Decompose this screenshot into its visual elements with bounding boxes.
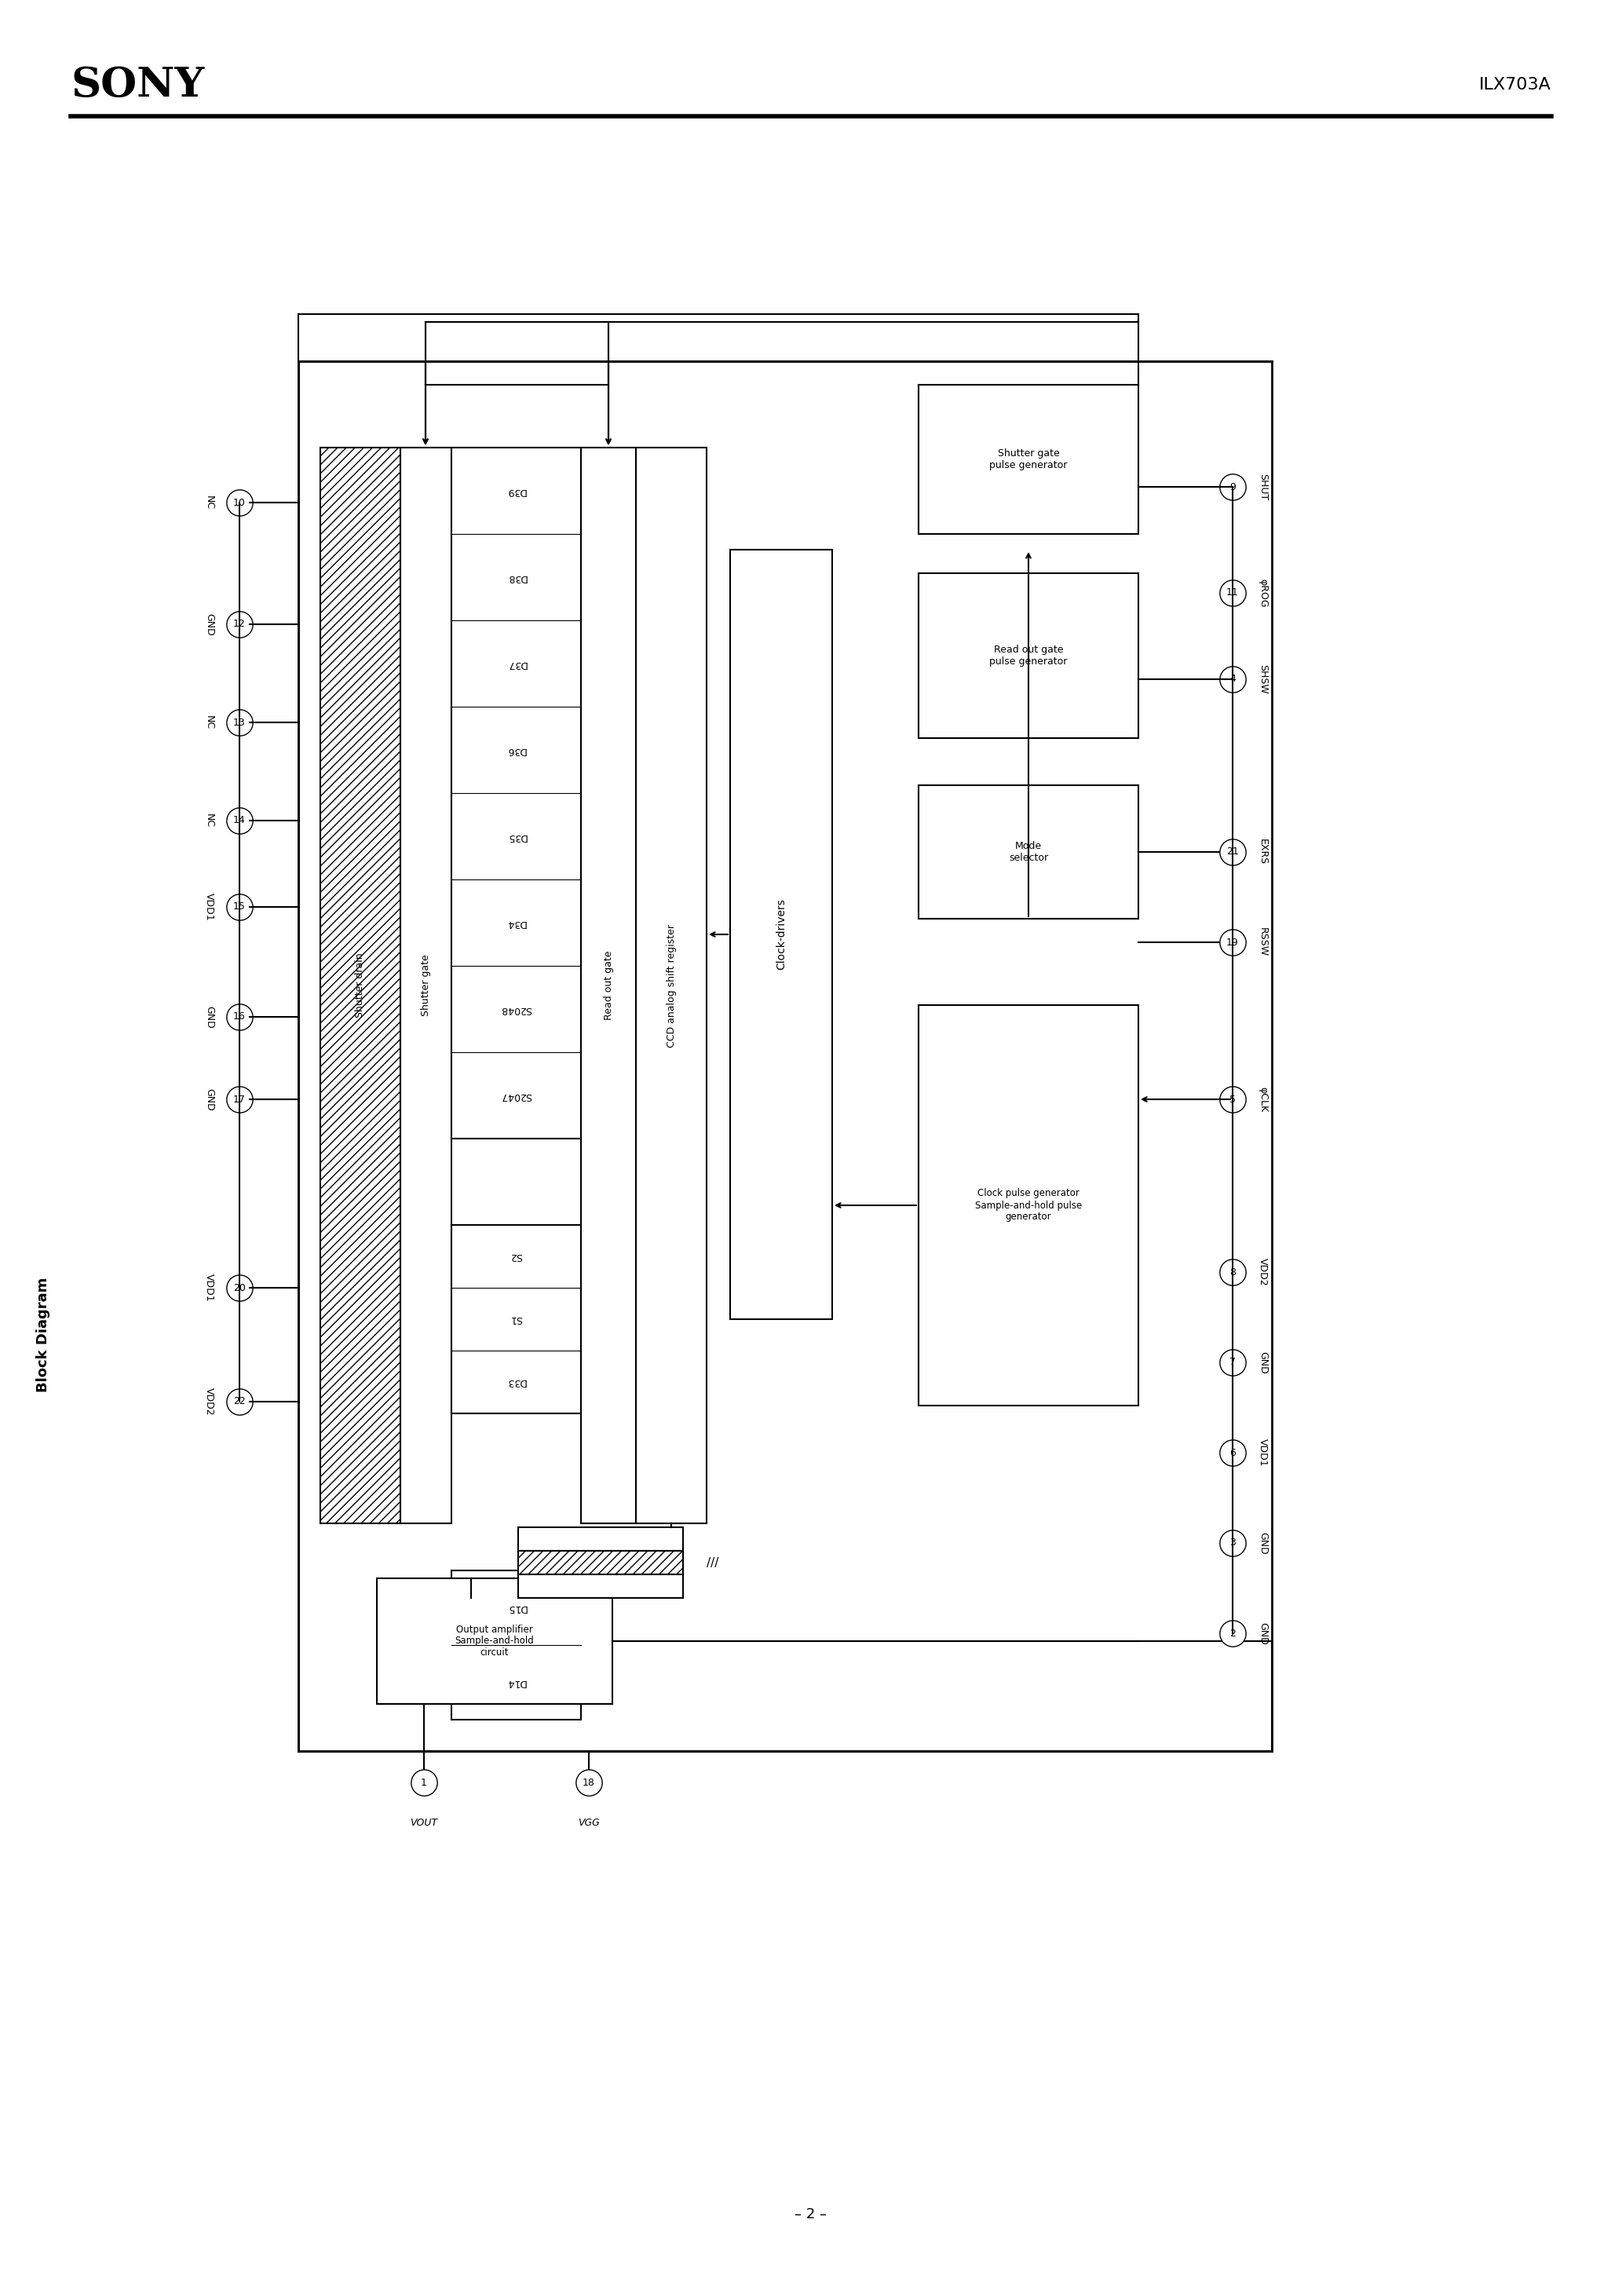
Text: GND: GND xyxy=(1257,1531,1268,1554)
Text: D37: D37 xyxy=(506,659,526,668)
Bar xyxy=(918,386,1139,535)
Text: Block Diagram: Block Diagram xyxy=(36,1277,50,1391)
Text: CCD analog shift register: CCD analog shift register xyxy=(667,923,676,1047)
Text: 19: 19 xyxy=(1226,937,1239,948)
Bar xyxy=(517,1550,683,1575)
Bar xyxy=(581,448,636,1522)
Text: 2: 2 xyxy=(1229,1628,1236,1639)
Text: Shutter gate: Shutter gate xyxy=(420,955,431,1017)
Text: φROG: φROG xyxy=(1257,579,1268,606)
Text: VDD2: VDD2 xyxy=(204,1387,214,1417)
Text: Output amplifier
Sample-and-hold
circuit: Output amplifier Sample-and-hold circuit xyxy=(456,1623,534,1658)
Text: 17: 17 xyxy=(234,1095,245,1104)
Text: NC: NC xyxy=(204,813,214,827)
Bar xyxy=(401,448,451,1522)
Bar xyxy=(376,1577,613,1704)
Text: 12: 12 xyxy=(234,620,245,629)
Text: D33: D33 xyxy=(506,1378,526,1387)
Text: 16: 16 xyxy=(234,1013,245,1022)
Text: Read out gate: Read out gate xyxy=(603,951,613,1019)
Text: S2047: S2047 xyxy=(501,1091,532,1100)
Text: D38: D38 xyxy=(506,572,526,583)
Bar xyxy=(918,785,1139,918)
Text: SHSW: SHSW xyxy=(1257,664,1268,693)
Text: SHUT: SHUT xyxy=(1257,473,1268,501)
Bar xyxy=(451,1226,581,1414)
Text: D15: D15 xyxy=(506,1603,526,1612)
Bar xyxy=(636,448,707,1522)
Text: 20: 20 xyxy=(234,1283,245,1293)
Text: GND: GND xyxy=(1257,1621,1268,1644)
Text: VOUT: VOUT xyxy=(410,1818,438,1828)
Bar xyxy=(517,1575,683,1598)
Text: GND: GND xyxy=(204,1088,214,1111)
Bar xyxy=(320,448,401,1522)
Text: 8: 8 xyxy=(1229,1267,1236,1277)
Text: VDD1: VDD1 xyxy=(1257,1440,1268,1467)
Text: Shutter gate
pulse generator: Shutter gate pulse generator xyxy=(989,448,1067,471)
Bar xyxy=(730,549,832,1320)
Text: NC: NC xyxy=(204,496,214,510)
Text: RSSW: RSSW xyxy=(1257,928,1268,957)
Text: – 2 –: – 2 – xyxy=(795,2206,827,2223)
Text: D14: D14 xyxy=(506,1678,526,1688)
Text: Shutter drain: Shutter drain xyxy=(355,953,365,1017)
Text: NC: NC xyxy=(204,716,214,730)
Text: GND: GND xyxy=(1257,1350,1268,1373)
Text: ///: /// xyxy=(707,1557,719,1568)
Text: VGG: VGG xyxy=(577,1818,600,1828)
Text: Clock pulse generator
Sample-and-hold pulse
generator: Clock pulse generator Sample-and-hold pu… xyxy=(975,1189,1082,1221)
Text: Read out gate
pulse generator: Read out gate pulse generator xyxy=(989,645,1067,666)
Text: S1: S1 xyxy=(509,1313,522,1325)
Text: 5: 5 xyxy=(1229,1095,1236,1104)
Text: 7: 7 xyxy=(1229,1357,1236,1368)
Text: 13: 13 xyxy=(234,716,245,728)
Text: D34: D34 xyxy=(506,918,526,928)
Text: VDD1: VDD1 xyxy=(204,893,214,921)
Text: D36: D36 xyxy=(506,744,526,755)
Text: 11: 11 xyxy=(1226,588,1239,597)
Text: φCLK: φCLK xyxy=(1257,1086,1268,1111)
Text: VDD2: VDD2 xyxy=(1257,1258,1268,1286)
Bar xyxy=(298,360,1272,1752)
Bar xyxy=(517,1527,683,1550)
Text: S2048: S2048 xyxy=(501,1003,532,1015)
Text: VDD1: VDD1 xyxy=(204,1274,214,1302)
Text: 22: 22 xyxy=(234,1396,245,1407)
Text: 3: 3 xyxy=(1229,1538,1236,1548)
Text: EXRS: EXRS xyxy=(1257,838,1268,866)
Text: D35: D35 xyxy=(506,831,526,840)
Text: SONY: SONY xyxy=(71,64,204,106)
Bar xyxy=(451,1570,581,1720)
Text: Clock-drivers: Clock-drivers xyxy=(775,898,787,971)
Text: 15: 15 xyxy=(234,902,245,912)
Text: GND: GND xyxy=(204,613,214,636)
Text: 10: 10 xyxy=(234,498,245,507)
Text: 9: 9 xyxy=(1229,482,1236,491)
Text: Mode
selector: Mode selector xyxy=(1009,840,1048,863)
Text: GND: GND xyxy=(204,1006,214,1029)
Text: 14: 14 xyxy=(234,815,245,827)
Text: 1: 1 xyxy=(420,1777,427,1789)
Bar xyxy=(918,1006,1139,1405)
Text: S2: S2 xyxy=(509,1251,522,1261)
Text: 18: 18 xyxy=(582,1777,595,1789)
Text: ILX703A: ILX703A xyxy=(1479,78,1551,92)
Text: 4: 4 xyxy=(1229,675,1236,684)
Text: 6: 6 xyxy=(1229,1446,1236,1458)
Bar xyxy=(451,448,581,1139)
Text: D39: D39 xyxy=(506,487,526,496)
Text: 21: 21 xyxy=(1226,847,1239,856)
Bar xyxy=(918,574,1139,737)
